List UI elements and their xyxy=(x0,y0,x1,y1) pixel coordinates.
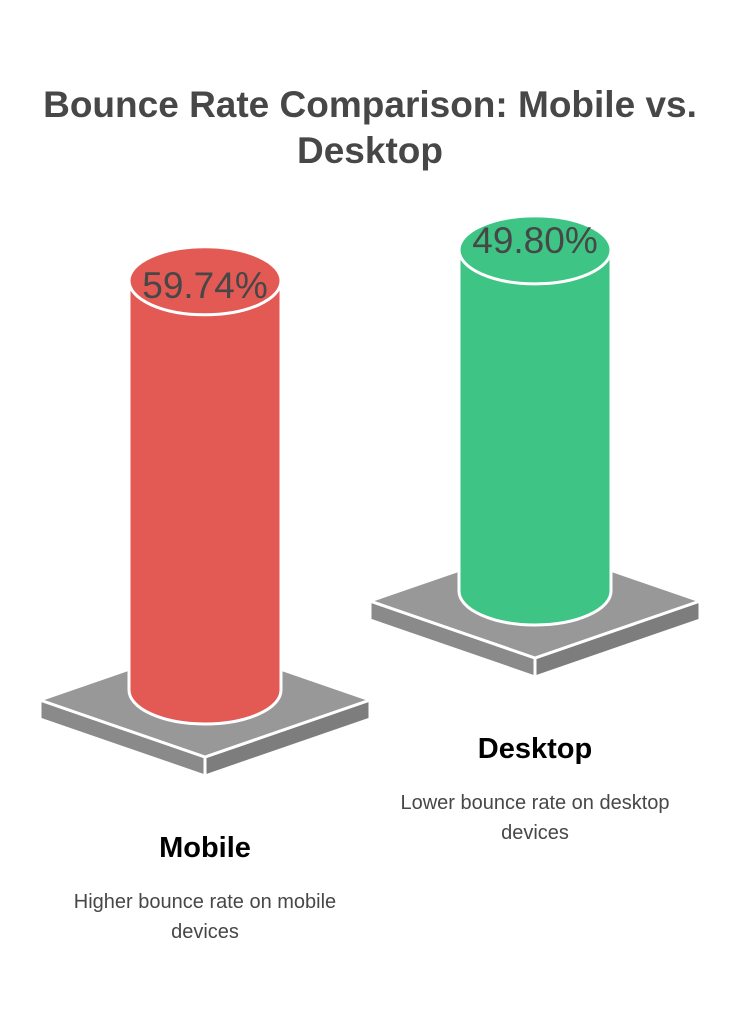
description-desktop: Lower bounce rate on desktop devices xyxy=(400,792,670,844)
bar-mobile xyxy=(38,245,372,778)
bar-desktop xyxy=(368,214,702,679)
category-label-mobile: Mobile xyxy=(159,832,251,864)
value-label-mobile: 59.74% xyxy=(142,265,268,306)
cylinder-top-mobile xyxy=(127,245,283,317)
cylinder-top-desktop xyxy=(457,214,613,286)
category-label-desktop: Desktop xyxy=(477,733,593,765)
description-mobile: Higher bounce rate on mobile devices xyxy=(73,891,337,943)
value-label-desktop: 49.80% xyxy=(472,220,598,261)
cylinder-body-mobile xyxy=(127,279,283,726)
bars-layer xyxy=(38,214,702,778)
cylinder-body-desktop xyxy=(457,248,613,627)
chart-title: Bounce Rate Comparison: Mobile vs. Deskt… xyxy=(43,84,697,171)
